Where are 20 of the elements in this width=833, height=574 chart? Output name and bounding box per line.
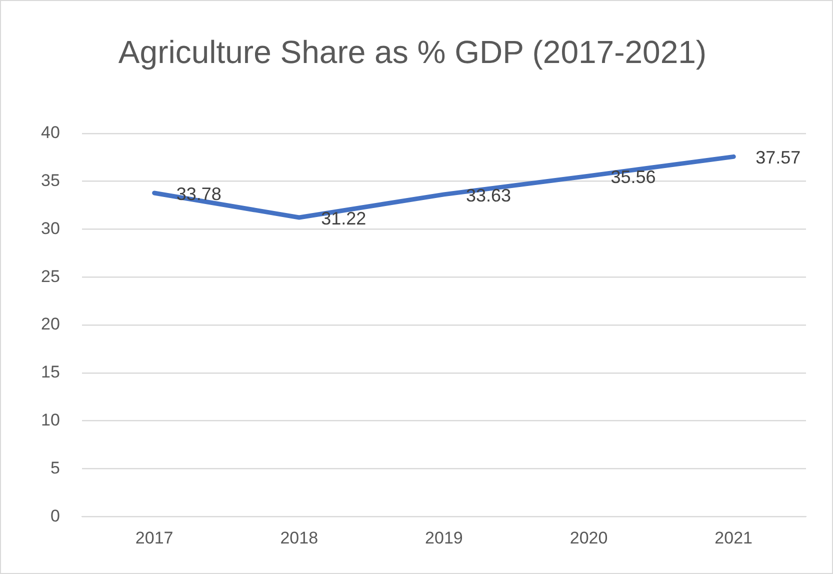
data-label: 35.56 (610, 166, 656, 187)
x-tick-label: 2019 (425, 528, 463, 548)
chart-title: Agriculture Share as % GDP (2017-2021) (118, 34, 707, 70)
data-label: 33.78 (176, 184, 222, 204)
y-tick-label: 20 (40, 314, 60, 334)
x-tick-label: 2017 (135, 528, 174, 548)
data-label: 37.57 (756, 148, 801, 168)
x-tick-label: 2020 (570, 528, 608, 548)
y-tick-label: 10 (40, 410, 60, 430)
data-label: 31.22 (321, 208, 366, 228)
y-tick-label: 0 (50, 506, 60, 526)
y-tick-label: 25 (40, 266, 60, 286)
data-label: 33.63 (466, 185, 511, 206)
y-tick-label: 15 (40, 362, 60, 382)
x-tick-label: 2021 (714, 528, 753, 548)
y-tick-label: 5 (50, 458, 60, 478)
y-tick-label: 35 (40, 170, 60, 190)
y-tick-label: 40 (40, 123, 60, 142)
x-tick-label: 2018 (280, 528, 318, 548)
y-tick-label: 30 (40, 218, 60, 238)
